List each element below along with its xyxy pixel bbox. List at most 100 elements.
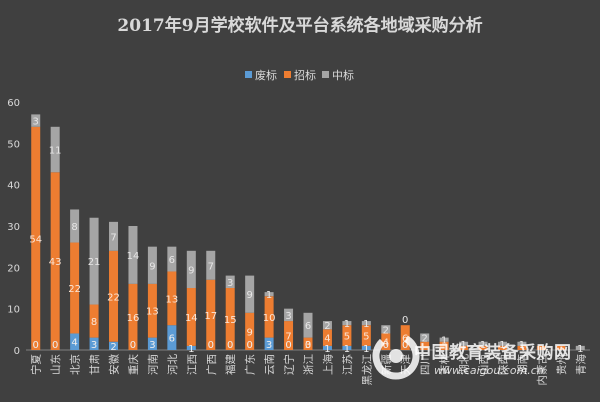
bar-tender [147, 283, 157, 338]
data-label: 6 [305, 321, 311, 332]
x-tick-label: 辽宁 [283, 354, 296, 375]
bar-award [342, 321, 352, 326]
data-label: 3 [91, 340, 97, 351]
data-label: 1 [344, 344, 350, 355]
bar-tender [89, 304, 99, 338]
bar-award [517, 341, 527, 346]
data-label: 1 [363, 319, 369, 330]
x-tick-label: 云南 [263, 354, 276, 375]
y-tick-label: 0 [14, 346, 20, 357]
bar-void [109, 341, 119, 350]
x-tick-label: 江苏 [341, 354, 354, 375]
x-tick-label: 贵州 [555, 354, 568, 375]
data-label: 0 [246, 340, 252, 351]
data-label: 0 [33, 340, 39, 351]
x-tick-label: 福建 [224, 354, 237, 375]
data-label: 13 [165, 294, 178, 305]
bars [31, 114, 585, 350]
y-tick-label: 10 [7, 305, 20, 316]
legend-label: 招标 [294, 68, 316, 82]
bar-tender [284, 321, 294, 350]
x-tick-label: 青海 [574, 354, 587, 375]
x-tick-label: 浙江 [303, 354, 315, 375]
x-tick-label: 天津 [400, 354, 412, 375]
bar-award [303, 312, 313, 338]
data-label: 2 [110, 342, 116, 353]
bar-award [128, 226, 138, 284]
bar-award [264, 292, 274, 297]
data-label: 1 [324, 344, 330, 355]
data-label: 21 [88, 257, 101, 268]
data-label: 5 [363, 332, 369, 343]
data-label: 1 [519, 340, 525, 351]
x-tick-label: 湖北 [459, 354, 471, 375]
bar-award [381, 325, 391, 334]
data-label: 0 [285, 340, 291, 351]
bar-award [31, 114, 41, 127]
bar-tender [517, 345, 527, 350]
data-label: 1 [499, 340, 505, 351]
data-label: 3 [266, 340, 272, 351]
x-tick-label: 宁夏 [30, 354, 43, 375]
data-label: 0 [52, 340, 58, 351]
data-label: 0 [208, 340, 214, 351]
x-tick-label: 江西 [186, 354, 198, 375]
data-label: 8 [91, 317, 97, 328]
bar-tender [536, 345, 546, 350]
data-label: 7 [110, 232, 116, 243]
legend-label: 废标 [255, 68, 277, 82]
bar-award [225, 275, 235, 288]
data-label: 43 [49, 257, 62, 268]
bar-award [478, 341, 488, 346]
bar-tender [70, 242, 80, 334]
legend-swatch [245, 71, 252, 78]
y-tick-label: 40 [7, 181, 20, 192]
bar-award [420, 333, 430, 342]
data-label: 22 [107, 292, 120, 303]
bar-tender [478, 345, 488, 350]
x-tick-label: 吉林 [438, 354, 451, 375]
data-label: 13 [146, 307, 159, 318]
data-label: 3 [149, 340, 155, 351]
bar-tender [225, 288, 235, 350]
x-tick-label: 黑龙江 [360, 354, 373, 386]
bar-tender [361, 325, 371, 346]
x-tick-label: 河南 [146, 354, 159, 375]
data-label: 2 [383, 325, 389, 336]
data-label: 5 [344, 332, 350, 343]
data-label: 7 [208, 261, 214, 272]
data-label: 4 [71, 338, 77, 349]
data-label: 0 [227, 340, 233, 351]
legend-label: 中标 [332, 68, 354, 82]
data-label: 1 [344, 319, 350, 330]
bar-award [361, 321, 371, 326]
bar-award [70, 209, 80, 243]
x-axis: 宁夏 山东 北京 甘肃 安徽 重庆 河南 河北 江西 广西 福建 广东 云南 辽宁 浙江 上海 江苏 黑龙江 新疆天… [30, 354, 588, 386]
data-label: 3 [33, 117, 39, 128]
data-label: 17 [204, 311, 217, 322]
data-label: 9 [149, 261, 155, 272]
x-tick-label: 四川 [420, 354, 432, 375]
y-tick-label: 20 [7, 263, 20, 274]
bar-void [322, 345, 332, 350]
bar-tender [31, 126, 41, 350]
bar-tender [342, 325, 352, 346]
bar-award [206, 250, 216, 280]
bar-void [264, 337, 274, 350]
bar-tender [322, 329, 332, 346]
data-label: 1 [460, 340, 466, 351]
data-label: 16 [127, 313, 140, 324]
bar-award [109, 221, 119, 251]
data-label: 8 [71, 222, 77, 233]
bar-void [147, 337, 157, 350]
bar-tender [186, 288, 196, 346]
bar-void [186, 345, 196, 350]
data-label: 1 [441, 336, 447, 347]
y-tick-label: 30 [7, 222, 20, 233]
x-tick-label: 陕西 [496, 354, 509, 375]
bar-award [186, 250, 196, 288]
data-label: 4 [383, 338, 389, 349]
bar-void [89, 337, 99, 350]
